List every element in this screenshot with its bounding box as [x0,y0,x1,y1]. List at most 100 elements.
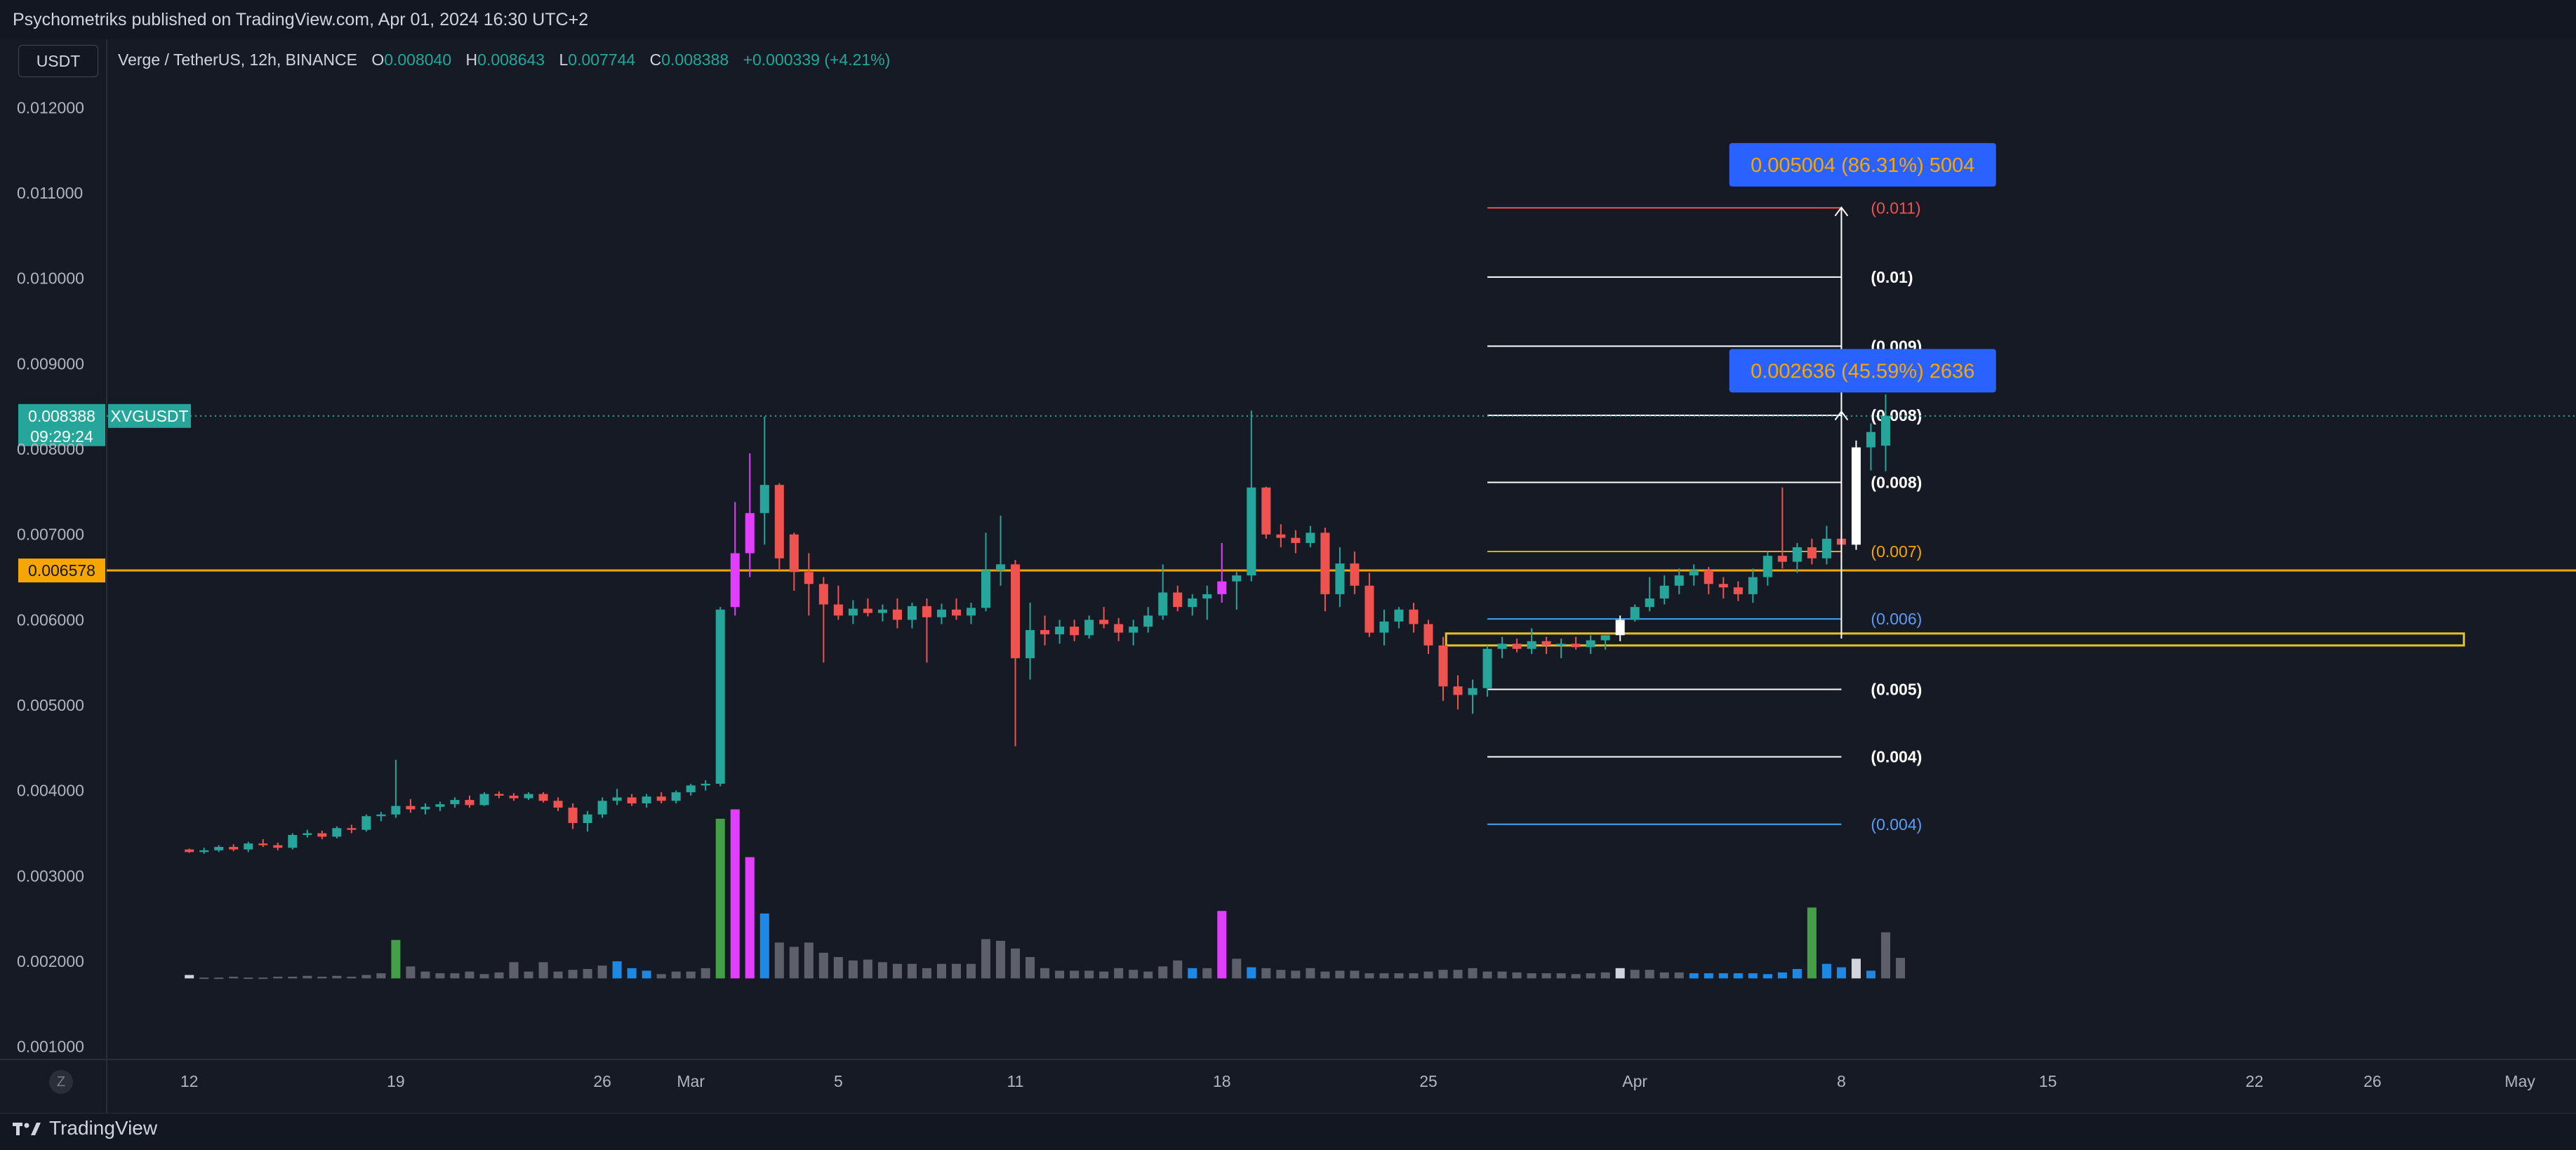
candle-body [1143,615,1153,627]
candle-body [863,608,872,613]
volume-bar [1040,968,1050,979]
candle-body [804,572,814,584]
y-tick-label: 0.004000 [17,782,84,800]
chart-area[interactable] [0,39,2576,1113]
candle-body [1645,598,1654,608]
y-tick-label: 0.002000 [17,952,84,970]
currency-selector[interactable]: USDT [18,45,98,77]
tradingview-logo[interactable]: TradingView [13,1117,157,1139]
volume-bar [1188,968,1197,979]
candle-body [1541,641,1551,646]
volume-bar [627,968,637,979]
volume-bar [509,962,519,979]
volume-bar [730,809,740,979]
candle-body [1689,570,1699,576]
volume-bar [686,971,696,979]
volume-bar [1821,963,1831,979]
candle-body [656,796,666,801]
candle-body [465,800,474,805]
y-tick-label: 0.001000 [17,1038,84,1056]
volume-bar [288,976,298,979]
volume-bar [1247,967,1256,979]
volume-bar [1276,970,1286,979]
tradingview-logo-icon [13,1123,41,1135]
candle-body [229,847,239,850]
candle-body [1158,592,1168,616]
y-tick-label: 0.005000 [17,696,84,714]
volume-bar [1630,970,1640,979]
volume-bar [1379,973,1389,979]
candle-body [1365,585,1374,633]
zoom-button[interactable]: Z [49,1070,73,1094]
candle-body [1748,577,1758,594]
change-value: +0.000339 (+4.21%) [743,51,891,69]
volume-bar [317,976,327,979]
level-label: (0.01) [1871,268,1913,286]
volume-bar [1645,970,1654,979]
volume-bar [1202,968,1212,979]
brand-name: TradingView [49,1117,158,1139]
volume-bar [833,956,843,979]
volume-bar [1468,968,1478,979]
top-bar: Psychometriks published on TradingView.c… [0,0,2576,40]
candle-body [450,800,460,805]
level-label: (0.006) [1871,610,1922,628]
volume-bars [185,809,1906,979]
candle-body [1188,598,1197,608]
volume-bar [1866,970,1875,979]
candle-body [1733,587,1743,594]
volume-bar [391,940,401,979]
candle-body [701,783,710,786]
volume-bar [1689,973,1699,979]
candle-body [435,804,445,807]
candle-body [715,609,725,784]
volume-bar [1777,972,1787,979]
volume-bar [892,963,902,979]
candle-body [1600,635,1610,641]
candle-body [833,604,843,616]
candle-body [745,513,755,554]
volume-bar [214,977,224,979]
published-text: Psychometriks published on TradingView.c… [13,10,589,29]
candle-body [1350,563,1360,586]
volume-bar [1173,960,1183,979]
candle-body [1129,627,1138,633]
candle-body [1099,620,1109,624]
candle-body [789,534,799,573]
volume-bar [1011,948,1021,979]
volume-bar [701,968,710,979]
volume-bar [1291,970,1301,979]
candle-body [288,834,298,848]
candle-body [347,828,357,830]
candle-body [1379,621,1389,633]
volume-bar [907,963,917,979]
candle-body [818,584,828,605]
candle-body [1674,575,1684,586]
volume-bar [877,962,887,979]
volume-bar [1114,968,1124,979]
candle-body [907,606,917,620]
candle-body [420,806,430,810]
volume-bar [199,977,209,979]
candle-body [1335,563,1345,594]
volume-bar [1527,973,1536,979]
x-tick-label: 26 [2363,1072,2382,1090]
candle-body [1202,594,1212,599]
volume-bar [303,975,312,979]
candle-body [686,785,696,793]
volume-bar [1659,972,1669,979]
candle-body [1704,570,1713,584]
candle-body [597,801,607,815]
volume-bar [996,940,1006,979]
candle-body [1084,620,1094,636]
volume-bar [1762,974,1772,979]
y-tick-label: 0.011000 [17,184,83,202]
y-tick-label: 0.012000 [17,98,84,116]
time-axis: 12 19 26 Mar 5 11 18 25 Apr 8 15 22 26 May [180,1072,2535,1090]
x-tick-label: 26 [593,1072,611,1090]
candle-body [627,797,637,803]
symbol-tag-bg [108,403,191,428]
candle-body [1807,547,1817,559]
yellow-zone [1445,632,2465,647]
